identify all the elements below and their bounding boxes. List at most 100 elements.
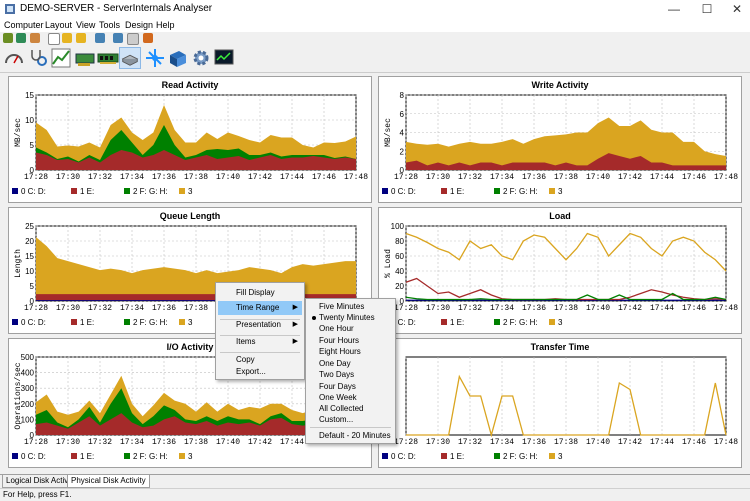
gauge-icon[interactable] <box>3 47 25 69</box>
memory-icon[interactable] <box>97 47 119 69</box>
legend-swatch <box>179 453 185 459</box>
legend-label: 3 <box>188 452 193 461</box>
write-activity-panel: Write Activity 17:28 17:30 17:32 17:34 17:36… <box>378 76 742 203</box>
y-tick-label: 6 <box>400 110 405 119</box>
connect-icon[interactable] <box>3 33 13 43</box>
x-tick-label: 17:30 <box>56 438 80 447</box>
plot-area <box>405 356 727 436</box>
chart-title: Queue Length <box>159 211 221 221</box>
small-toolbar <box>0 32 750 47</box>
legend-swatch <box>124 453 130 459</box>
new-icon[interactable] <box>48 33 60 45</box>
x-tick-label: 17:34 <box>120 173 144 182</box>
close-button[interactable]: ✕ <box>731 2 743 16</box>
menu-fill-display[interactable]: Fill Display <box>236 288 275 297</box>
y-tick-label: 10 <box>25 267 34 276</box>
x-tick-label: 17:30 <box>56 304 80 313</box>
legend-swatch <box>441 188 447 194</box>
x-tick-label: 17:34 <box>490 304 514 313</box>
legend-swatch <box>179 188 185 194</box>
menu-copy[interactable]: Copy <box>236 355 255 364</box>
menu-design[interactable]: Design <box>125 20 154 30</box>
x-tick-label: 17:38 <box>184 438 208 447</box>
y-tick-label: 400 <box>21 369 35 378</box>
y-tick-label: 0 <box>400 297 405 306</box>
submenu-one-week[interactable]: One Week <box>319 393 357 402</box>
legend-swatch <box>12 319 18 325</box>
submenu-eight-hours[interactable]: Eight Hours <box>319 347 361 356</box>
menu-separator <box>220 335 300 336</box>
x-tick-label: 17:40 <box>216 438 240 447</box>
x-tick-label: 17:34 <box>490 438 514 447</box>
legend-label: 2 F: G: H: <box>503 187 538 196</box>
menu-tools[interactable]: Tools <box>99 20 121 30</box>
menu-presentation[interactable]: Presentation ▶ <box>218 318 302 332</box>
x-tick-label: 17:30 <box>426 304 450 313</box>
submenu-all-collected[interactable]: All Collected <box>319 404 364 413</box>
menu-help[interactable]: Help <box>156 20 175 30</box>
context-help-icon[interactable] <box>143 33 153 43</box>
y-axis-label: % Load <box>384 249 393 278</box>
legend-swatch <box>124 319 130 325</box>
status-text: For Help, press F1. <box>3 490 72 499</box>
x-tick-label: 17:40 <box>586 438 610 447</box>
x-tick-label: 17:36 <box>522 304 546 313</box>
submenu-two-days[interactable]: Two Days <box>319 370 355 379</box>
menu-view[interactable]: View <box>76 20 96 30</box>
legend-swatch <box>494 453 500 459</box>
submenu-four-hours[interactable]: Four Hours <box>319 336 360 345</box>
y-axis-label: MB/sec <box>384 118 393 147</box>
menu-time-range[interactable]: Time Range ▶ <box>218 301 302 315</box>
stethoscope-icon[interactable] <box>27 47 49 69</box>
series-area <box>36 150 356 170</box>
y-tick-label: 5 <box>30 282 35 291</box>
tab-physical-disk-activity[interactable]: Physical Disk Activity <box>67 475 150 488</box>
transfer-time-chart: 17:28 17:30 17:32 17:34 17:36 17:38 17:40 17:42… <box>382 356 738 461</box>
x-tick-label: 17:42 <box>618 304 642 313</box>
window-title: DEMO-SERVER - ServerInternals Analyser <box>20 3 213 14</box>
write-activity-chart: 17:28 17:30 17:32 17:34 17:36 17:38 17:40 17:42… <box>382 91 738 196</box>
legend-swatch <box>71 453 77 459</box>
x-tick-label: 17:42 <box>618 173 642 182</box>
menu-export[interactable]: Export... <box>236 367 266 376</box>
x-tick-label: 17:28 <box>394 173 418 182</box>
submenu-four-days[interactable]: Four Days <box>319 382 356 391</box>
transfer-time-panel: Transfer Time 17:28 17:30 17:32 17:34 17:36 1… <box>378 338 742 468</box>
submenu-custom[interactable]: Custom... <box>319 415 354 424</box>
legend-swatch <box>12 453 18 459</box>
x-tick-label: 17:46 <box>682 304 706 313</box>
save-folder-icon[interactable] <box>76 33 86 43</box>
y-tick-label: 100 <box>21 415 35 424</box>
x-tick-label: 17:32 <box>88 304 112 313</box>
maximize-button[interactable]: ☐ <box>701 2 713 16</box>
minimize-button[interactable]: — <box>668 2 680 16</box>
submenu-twenty-minutes[interactable]: Twenty Minutes <box>308 312 393 323</box>
window-icon[interactable] <box>113 33 123 43</box>
menu-computer[interactable]: Computer <box>4 20 44 30</box>
submenu-five-minutes[interactable]: Five Minutes <box>319 302 365 311</box>
line-chart-icon[interactable] <box>50 47 72 69</box>
submenu-default[interactable]: Default - 20 Minutes <box>319 431 391 440</box>
print-icon[interactable] <box>95 33 105 43</box>
menu-items[interactable]: Items ▶ <box>218 335 302 349</box>
network-card-icon[interactable] <box>74 47 96 69</box>
help-book-icon[interactable] <box>127 33 139 45</box>
x-tick-label: 17:40 <box>216 173 240 182</box>
refresh-icon[interactable] <box>16 33 26 43</box>
menu-layout[interactable]: Layout <box>45 20 73 30</box>
x-tick-label: 17:36 <box>152 304 176 313</box>
legend-label: 1 E: <box>80 187 94 196</box>
disconnect-icon[interactable] <box>30 33 40 43</box>
settings-gear-icon[interactable] <box>190 47 212 69</box>
x-tick-label: 17:30 <box>426 438 450 447</box>
monitor-icon[interactable] <box>213 47 235 69</box>
process-icon[interactable] <box>144 47 166 69</box>
y-tick-label: 300 <box>21 384 35 393</box>
open-folder-icon[interactable] <box>62 33 72 43</box>
submenu-one-day[interactable]: One Day <box>319 359 351 368</box>
x-tick-label: 17:28 <box>24 438 48 447</box>
submenu-one-hour[interactable]: One Hour <box>319 324 354 333</box>
book-icon[interactable] <box>167 47 189 69</box>
menu-separator <box>220 319 300 320</box>
disk-button[interactable] <box>119 47 141 69</box>
